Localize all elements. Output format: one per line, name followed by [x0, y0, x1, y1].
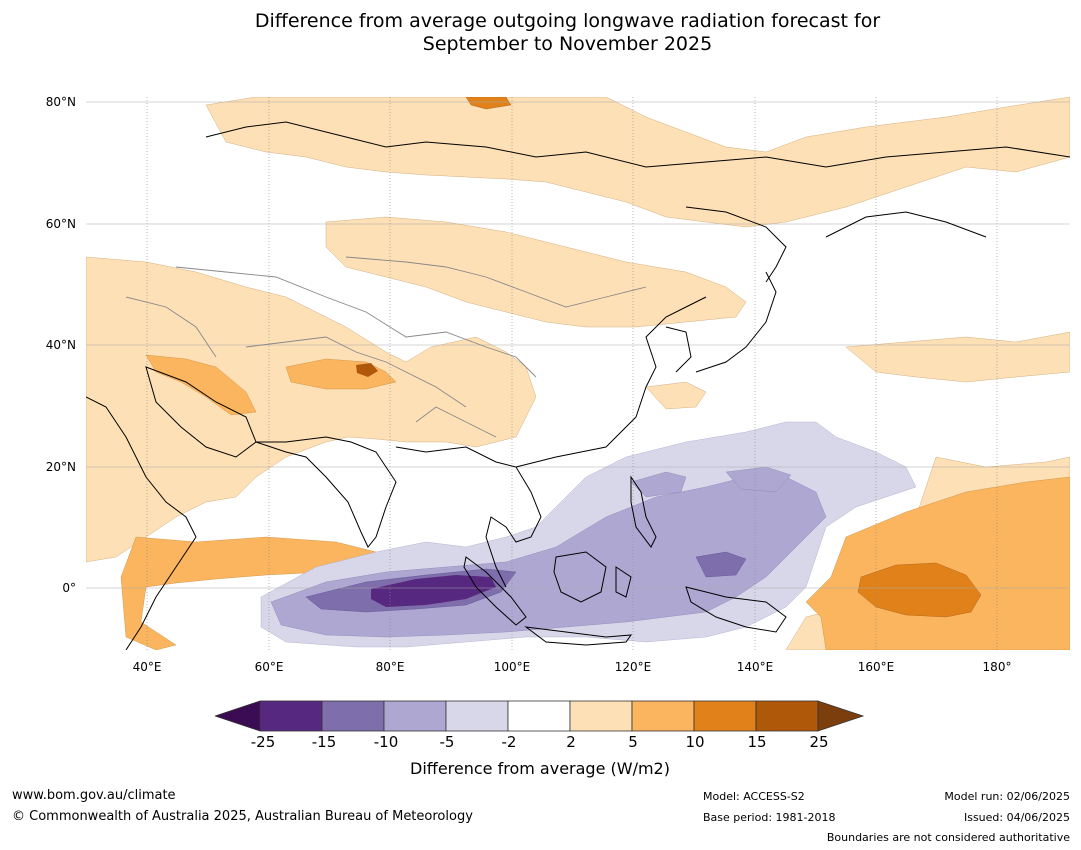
- map-title: Difference from average outgoing longwav…: [0, 10, 1081, 56]
- colorbar-segment: [321, 700, 385, 732]
- boundary-disclaimer: Boundaries are not considered authoritat…: [826, 831, 1070, 844]
- colorbar-tick: 5: [628, 733, 638, 751]
- colorbar-tick: 2: [566, 733, 576, 751]
- lat-label-80n: 80°N: [45, 95, 76, 109]
- colorbar-segment: [693, 700, 757, 732]
- lat-label-20n: 20°N: [45, 460, 76, 474]
- lon-label-120e: 120°E: [614, 660, 652, 674]
- colorbar-segment: [631, 700, 695, 732]
- title-line-2: September to November 2025: [422, 33, 713, 55]
- source-url: www.bom.gov.au/climate: [12, 788, 176, 803]
- colorbar-segment: [755, 700, 819, 732]
- colorbar-extend-low: [215, 700, 261, 732]
- copyright: © Commonwealth of Australia 2025, Austra…: [12, 809, 473, 824]
- anomaly-positive-medium: [120, 354, 1070, 650]
- lat-label-60n: 60°N: [45, 217, 76, 231]
- country-borders: [125, 256, 647, 438]
- lon-label-160e: 160°E: [857, 660, 895, 674]
- colorbar-segment: [445, 700, 509, 732]
- colorbar: [215, 700, 865, 732]
- colorbar-tick: -5: [439, 733, 455, 751]
- colorbar-tick: 25: [809, 733, 829, 751]
- colorbar-tick: 15: [747, 733, 767, 751]
- colorbar-tick: -15: [311, 733, 337, 751]
- model-run: Model run: 02/06/2025: [944, 790, 1070, 803]
- gridlines: [146, 97, 998, 650]
- anomaly-positive-strong: [465, 97, 982, 618]
- lon-label-140e: 140°E: [736, 660, 774, 674]
- colorbar-segment: [259, 700, 323, 732]
- model-name: Model: ACCESS-S2: [703, 790, 805, 803]
- colorbar-tick: 10: [685, 733, 705, 751]
- colorbar-segment: [383, 700, 447, 732]
- anomaly-map: [86, 97, 1070, 650]
- colorbar-segment: [569, 700, 633, 732]
- lat-label-40n: 40°N: [45, 338, 76, 352]
- lon-label-180: 180°: [982, 660, 1012, 674]
- colorbar-extend-high: [817, 700, 865, 732]
- lon-label-60e: 60°E: [254, 660, 284, 674]
- lon-label-100e: 100°E: [493, 660, 531, 674]
- lon-label-80e: 80°E: [375, 660, 405, 674]
- lat-lines: [86, 101, 1070, 589]
- title-line-1: Difference from average outgoing longwav…: [254, 10, 881, 32]
- anomaly-positive-extreme: [356, 363, 378, 377]
- issued-date: Issued: 04/06/2025: [963, 811, 1070, 824]
- coastlines: [86, 121, 1070, 650]
- base-period: Base period: 1981-2018: [703, 811, 836, 824]
- lat-label-0: 0°: [62, 581, 76, 595]
- colorbar-tick: -25: [250, 733, 276, 751]
- anomaly-negative-extreme: [371, 575, 496, 607]
- lon-label-40e: 40°E: [132, 660, 162, 674]
- colorbar-segment: [507, 700, 571, 732]
- colorbar-label: Difference from average (W/m2): [410, 759, 670, 778]
- colorbar-tick: -2: [501, 733, 517, 751]
- colorbar-tick: -10: [373, 733, 399, 751]
- map-panel: [86, 97, 1070, 650]
